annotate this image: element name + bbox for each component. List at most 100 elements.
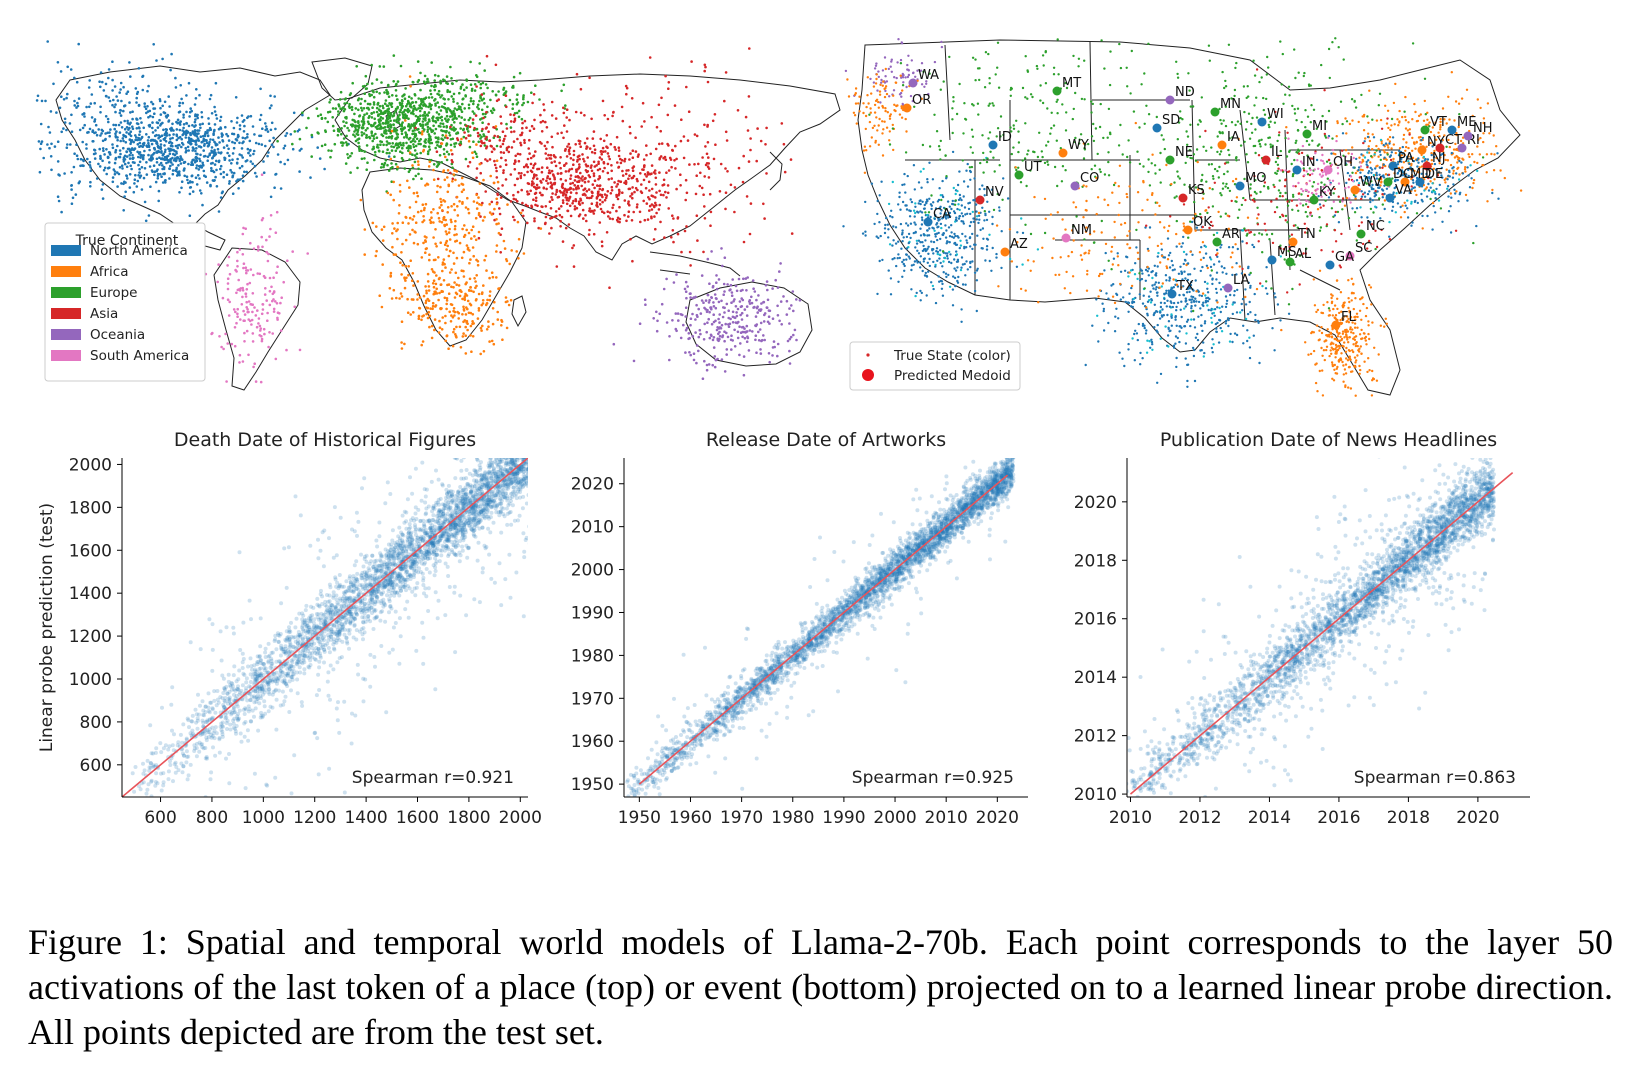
world-point	[268, 235, 271, 238]
world-point	[618, 217, 622, 221]
world-point	[399, 141, 402, 145]
world-point	[569, 182, 572, 185]
us-point	[899, 222, 903, 226]
world-point	[485, 110, 488, 114]
world-point	[550, 135, 554, 139]
us-point	[962, 222, 965, 225]
world-point	[458, 91, 461, 95]
world-point	[535, 177, 539, 180]
world-point	[540, 170, 544, 174]
world-point	[505, 192, 509, 195]
world-point	[432, 279, 436, 283]
world-point	[449, 303, 453, 306]
world-point	[680, 118, 683, 121]
world-point	[628, 158, 631, 161]
us-point	[1247, 281, 1250, 284]
us-point	[1256, 319, 1260, 323]
world-point	[408, 216, 412, 220]
world-point	[214, 81, 218, 85]
world-point	[655, 329, 659, 333]
world-point	[191, 124, 194, 127]
world-point	[101, 183, 105, 186]
world-point	[495, 250, 498, 253]
world-point	[473, 150, 477, 154]
world-point	[187, 124, 191, 128]
world-point	[242, 130, 246, 133]
world-point	[152, 164, 156, 167]
world-point	[276, 139, 279, 143]
world-point	[724, 71, 728, 74]
world-point	[564, 193, 568, 197]
world-point	[599, 207, 603, 211]
us-point	[1203, 320, 1207, 323]
us-point	[1156, 294, 1159, 297]
world-point	[260, 339, 264, 343]
world-point	[736, 336, 740, 340]
world-point	[564, 179, 568, 182]
world-point	[400, 132, 404, 136]
world-point	[258, 134, 261, 138]
world-point	[200, 140, 203, 144]
world-point	[563, 187, 567, 191]
world-point	[42, 156, 45, 160]
world-point	[50, 168, 53, 172]
world-point	[434, 121, 438, 124]
us-point	[1157, 281, 1161, 284]
world-point	[242, 262, 246, 266]
world-point	[703, 123, 706, 127]
world-point	[748, 302, 752, 305]
world-point	[703, 175, 706, 178]
world-point	[439, 109, 443, 112]
world-point	[592, 232, 596, 236]
world-point	[615, 135, 619, 139]
us-point	[1158, 317, 1162, 320]
world-point	[190, 163, 193, 166]
world-point	[726, 283, 729, 286]
world-point	[475, 207, 479, 210]
world-point	[406, 99, 410, 103]
us-point	[1153, 326, 1156, 329]
world-point	[189, 133, 192, 136]
us-point	[1179, 325, 1182, 328]
world-point	[259, 327, 263, 330]
us-point	[941, 217, 944, 220]
world-point	[187, 81, 191, 85]
world-point	[785, 313, 789, 316]
us-point	[901, 229, 904, 232]
world-point	[627, 169, 630, 172]
world-point	[175, 128, 179, 131]
world-point	[399, 261, 402, 265]
us-point	[946, 240, 949, 243]
world-point	[420, 132, 424, 136]
world-point	[462, 127, 466, 131]
world-point	[146, 105, 149, 108]
world-point	[93, 120, 96, 123]
world-point	[342, 106, 345, 109]
world-point	[151, 102, 155, 106]
world-point	[390, 105, 394, 108]
us-point	[1146, 300, 1150, 303]
world-point	[795, 298, 798, 301]
world-point	[400, 347, 404, 350]
world-point	[393, 126, 396, 130]
world-point	[561, 201, 565, 205]
world-point	[487, 122, 490, 126]
world-point	[378, 121, 381, 124]
world-point	[310, 155, 314, 158]
us-point	[1000, 266, 1003, 270]
world-point	[118, 111, 122, 115]
us-point	[1136, 338, 1140, 342]
world-point	[497, 231, 501, 235]
world-point	[505, 127, 509, 130]
world-point	[113, 161, 117, 165]
world-point	[621, 119, 625, 123]
world-point	[627, 210, 631, 213]
us-point	[932, 252, 935, 255]
world-point	[556, 132, 559, 135]
us-point	[1184, 342, 1188, 345]
world-point	[727, 325, 731, 329]
us-point	[931, 178, 935, 181]
us-point	[945, 217, 948, 220]
world-point	[480, 292, 484, 296]
world-point	[214, 151, 217, 154]
